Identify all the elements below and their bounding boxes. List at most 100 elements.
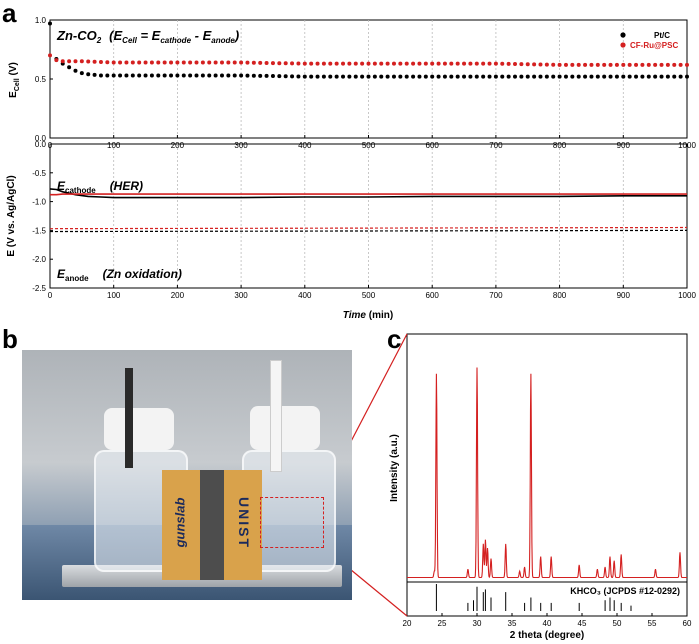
- bottom-xtick-label: 400: [298, 291, 312, 300]
- electrode-rod-right: [270, 360, 282, 472]
- left-holder-label: gunslab: [172, 497, 188, 548]
- ptc-point: [513, 74, 518, 79]
- xrd-pattern-line: [407, 367, 687, 579]
- ptc-point: [570, 74, 575, 79]
- ptc-point: [290, 74, 295, 79]
- ptc-point: [270, 74, 275, 79]
- ptc-point: [277, 74, 282, 79]
- ptc-point: [449, 74, 454, 79]
- zoom-highlight-box: [260, 497, 324, 548]
- ptc-point: [111, 73, 116, 78]
- ptc-point: [181, 73, 186, 78]
- cf-point: [544, 62, 549, 67]
- ptc-point: [309, 74, 314, 79]
- cf-point: [79, 59, 84, 64]
- ptc-point: [341, 74, 346, 79]
- cf-point: [468, 61, 473, 66]
- ptc-point: [411, 74, 416, 79]
- cf-point: [404, 61, 409, 66]
- left-holder-block: [162, 470, 200, 580]
- cf-point: [309, 61, 314, 66]
- bottom-series-line-1: [50, 193, 687, 196]
- ptc-point: [500, 74, 505, 79]
- cf-point: [621, 62, 626, 67]
- bottom-series-line-3: [49, 226, 688, 230]
- ptc-point: [149, 73, 154, 78]
- cf-point: [86, 59, 91, 64]
- cf-point: [538, 62, 543, 67]
- cf-point: [162, 60, 167, 65]
- electrode-rod-left: [125, 368, 133, 468]
- xrd-xtick-label: 35: [508, 619, 517, 628]
- ptc-point: [232, 73, 237, 78]
- ptc-point: [156, 73, 161, 78]
- xrd-plot-frame: [406, 333, 688, 617]
- ptc-point: [73, 68, 78, 73]
- ptc-point: [67, 65, 72, 70]
- right-holder-label: UNIST: [236, 497, 252, 549]
- ptc-point: [589, 74, 594, 79]
- ptc-point: [137, 73, 142, 78]
- cf-point: [366, 61, 371, 66]
- ptc-point: [506, 74, 511, 79]
- ptc-point: [347, 74, 352, 79]
- ptc-point: [544, 74, 549, 79]
- ptc-point: [302, 74, 307, 79]
- ptc-point: [79, 71, 84, 76]
- cf-point: [251, 60, 256, 65]
- cf-point: [353, 61, 358, 66]
- ptc-point: [595, 74, 600, 79]
- ptc-point: [353, 74, 358, 79]
- ptc-point: [640, 74, 645, 79]
- cf-point: [595, 62, 600, 67]
- cf-point: [334, 61, 339, 66]
- ptc-point: [175, 73, 180, 78]
- ptc-point: [213, 73, 218, 78]
- cf-point: [411, 61, 416, 66]
- ptc-point: [162, 73, 167, 78]
- cf-point: [73, 59, 78, 64]
- ptc-point: [283, 74, 288, 79]
- ptc-point: [105, 73, 110, 78]
- ptc-point: [532, 74, 537, 79]
- bottom-ytick-label: 0.0: [35, 140, 47, 149]
- bottom-ticks: 0 100 200 300 400 500 600 700 800 900 1000 -2.5 -2.0…: [32, 140, 696, 300]
- ptc-point: [296, 74, 301, 79]
- ptc-point: [487, 74, 492, 79]
- cf-point: [487, 61, 492, 66]
- cf-point: [379, 61, 384, 66]
- xrd-xtick-label: 20: [403, 619, 412, 628]
- ptc-point: [366, 74, 371, 79]
- ptc-point: [391, 74, 396, 79]
- ptc-point: [634, 74, 639, 79]
- cf-point: [659, 62, 664, 67]
- cf-point: [563, 62, 568, 67]
- xrd-reference-bars: [435, 584, 632, 611]
- bottom-xlabel: Time (min): [343, 310, 393, 321]
- ptc-point: [379, 74, 384, 79]
- ptc-point: [118, 73, 123, 78]
- top-ytick-label: 0.5: [35, 75, 47, 84]
- right-holder-block: [224, 470, 262, 580]
- ptc-point: [48, 21, 52, 26]
- cf-point: [270, 61, 275, 66]
- panel-letter-c: c: [387, 324, 401, 354]
- ptc-point: [481, 74, 486, 79]
- cf-point: [149, 60, 154, 65]
- top-ytick-label: 1.0: [35, 16, 47, 25]
- ptc-point: [219, 73, 224, 78]
- ptc-point: [455, 74, 460, 79]
- panel-letter-b: b: [2, 324, 18, 354]
- cf-point: [226, 60, 231, 65]
- top-series: [48, 21, 689, 79]
- xrd-xlabel: 2 theta (degree): [510, 630, 584, 641]
- ptc-point: [226, 73, 231, 78]
- cf-point: [137, 60, 142, 65]
- bottom-xtick-label: 900: [617, 291, 631, 300]
- cf-point: [347, 61, 352, 66]
- cf-point: [634, 62, 639, 67]
- cf-point: [589, 62, 594, 67]
- zn-co2-annotation: Zn-CO2 (ECell = Ecathode - Eanode): [56, 28, 239, 45]
- cf-point: [455, 61, 460, 66]
- ptc-point: [646, 74, 651, 79]
